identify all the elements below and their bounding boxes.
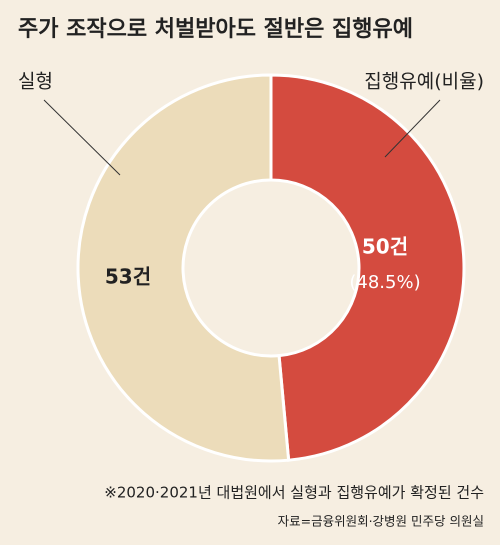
percent-label: (48.5%) (349, 272, 420, 293)
note: ※2020·2021년 대법원에서 실형과 집행유예가 확정된 건수 (104, 484, 484, 502)
category-label: 집행유예(비율) (364, 71, 484, 93)
value-label: 50건 (362, 235, 408, 259)
leader-line (384, 99, 441, 158)
category-label: 실형 (18, 71, 53, 93)
slice (269, 73, 466, 462)
leader-line (43, 99, 121, 176)
slice (76, 73, 291, 463)
source: 자료=금융위원회·강병원 민주당 의원실 (278, 514, 484, 529)
value-label: 53건 (105, 265, 151, 289)
chart-title: 주가 조작으로 처벌받아도 절반은 집행유예 (18, 17, 413, 42)
